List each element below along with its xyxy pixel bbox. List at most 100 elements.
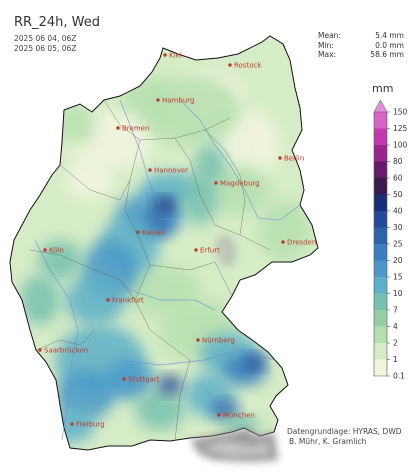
city-label: Kassel — [142, 229, 164, 237]
city-marker-icon — [156, 98, 160, 102]
city-kiel: Kiel — [163, 52, 182, 60]
city-bremen: Bremen — [116, 125, 149, 133]
city-marker-icon — [38, 348, 42, 352]
colorbar-segment — [374, 145, 387, 162]
city-marker-icon — [163, 53, 167, 57]
statistics-panel: Mean: 5.4 mm Min: 0.0 mm Max: 58.6 mm — [318, 31, 404, 60]
city-label: Hannover — [154, 167, 188, 175]
city-marker-icon — [214, 181, 218, 185]
city-kassel: Kassel — [136, 229, 164, 237]
city-marker-icon — [136, 230, 140, 234]
colorbar-tick-label: 50 — [393, 190, 403, 199]
alps-outside-coverage — [190, 232, 278, 462]
city-label: Freiburg — [76, 421, 105, 429]
colorbar-segment — [374, 128, 387, 145]
map-title: RR_24h, Wed — [14, 15, 100, 30]
colorbar-tick-label: 15 — [393, 273, 403, 282]
colorbar-unit: mm — [372, 82, 394, 95]
date-start: 2025 06 04, 06Z — [14, 34, 77, 43]
city-label: Kiel — [169, 52, 182, 60]
colorbar-segment — [374, 293, 387, 310]
colorbar: 0.1 1 2 4 7 10 15 20 25 30 40 50 60 80 100 125 150 — [373, 99, 408, 381]
colorbar-tick-label: 7 — [393, 306, 398, 315]
colorbar-segment — [374, 310, 387, 327]
city-marker-icon — [70, 422, 74, 426]
colorbar-tick-label: 4 — [393, 322, 398, 331]
city-magdeburg: Magdeburg — [214, 180, 260, 188]
colorbar-tick-label: 60 — [393, 174, 403, 183]
city-marker-icon — [194, 248, 198, 252]
colorbar-tick-label: 100 — [393, 141, 408, 150]
credit-source: Datengrundlage: HYRAS, DWD — [287, 427, 402, 436]
colorbar-tick-label: 125 — [393, 124, 408, 133]
colorbar-tick-label: 25 — [393, 240, 403, 249]
city-label: Saarbrücken — [44, 347, 88, 355]
data-credit: Datengrundlage: HYRAS, DWD B. Mühr, K. G… — [287, 427, 402, 446]
colorbar-tick-label: 1 — [393, 355, 398, 364]
colorbar-segment — [374, 227, 387, 244]
city-label: Magdeburg — [220, 180, 260, 188]
colorbar-segment — [374, 244, 387, 261]
city-label: München — [223, 412, 255, 420]
colorbar-tick-label: 40 — [393, 207, 403, 216]
city-label: Köln — [49, 247, 64, 255]
colorbar-segment — [374, 161, 387, 178]
credit-authors: B. Mühr, K. Gramlich — [289, 436, 367, 446]
colorbar-segment — [374, 343, 387, 360]
city-frankfurt: Frankfurt — [106, 297, 144, 305]
colorbar-segment — [374, 112, 387, 129]
city-label: Stuttgart — [128, 376, 160, 384]
city-label: Rostock — [234, 62, 262, 70]
stat-min: Min: 0.0 mm — [318, 40, 404, 50]
colorbar-tick-label: 150 — [393, 108, 408, 117]
city-dresden: Dresden — [281, 239, 316, 247]
city-marker-icon — [116, 126, 120, 130]
city-label: Nürnberg — [202, 337, 235, 345]
city-label: Frankfurt — [112, 297, 144, 305]
city-label: Erfurt — [200, 247, 220, 255]
colorbar-segment — [374, 178, 387, 195]
city-marker-icon — [43, 248, 47, 252]
city-saarbrcken: Saarbrücken — [38, 347, 88, 355]
city-nrnberg: Nürnberg — [196, 337, 235, 345]
state-borders — [29, 99, 271, 442]
rivers — [34, 99, 301, 441]
colorbar-segment — [374, 277, 387, 294]
city-hannover: Hannover — [148, 167, 188, 175]
date-range: 2025 06 04, 06Z 2025 06 05, 06Z — [14, 34, 76, 53]
colorbar-segment — [374, 326, 387, 343]
city-marker-icon — [122, 377, 126, 381]
city-label: Berlin — [284, 155, 304, 163]
city-hamburg: Hamburg — [156, 97, 194, 105]
city-erfurt: Erfurt — [194, 247, 220, 255]
colorbar-tick-label: 2 — [393, 339, 398, 348]
city-markers: Kiel Rostock Hamburg Bremen Berlin Hannover Ma… — [38, 52, 316, 429]
colorbar-tick-label: 10 — [393, 289, 403, 298]
colorbar-segment — [374, 359, 387, 376]
city-rostock: Rostock — [228, 62, 262, 70]
city-marker-icon — [196, 338, 200, 342]
city-mnchen: München — [217, 412, 255, 420]
colorbar-tick-label: 30 — [393, 223, 403, 232]
stat-max: Max: 58.6 mm — [318, 50, 404, 59]
city-freiburg: Freiburg — [70, 421, 105, 429]
colorbar-segment — [374, 194, 387, 211]
colorbar-segment — [374, 211, 387, 228]
city-label: Bremen — [122, 125, 149, 133]
city-label: Hamburg — [162, 97, 194, 105]
city-label: Dresden — [287, 239, 316, 247]
city-marker-icon — [106, 298, 110, 302]
city-marker-icon — [278, 156, 282, 160]
stat-mean: Mean: 5.4 mm — [318, 31, 404, 40]
city-marker-icon — [148, 168, 152, 172]
colorbar-tick-label: 0.1 — [393, 372, 405, 381]
colorbar-segment — [374, 260, 387, 277]
date-end: 2025 06 05, 06Z — [14, 43, 77, 53]
city-marker-icon — [217, 413, 221, 417]
city-berlin: Berlin — [278, 155, 304, 163]
colorbar-tick-label: 80 — [393, 157, 403, 166]
city-kln: Köln — [43, 247, 64, 255]
city-marker-icon — [281, 240, 285, 244]
